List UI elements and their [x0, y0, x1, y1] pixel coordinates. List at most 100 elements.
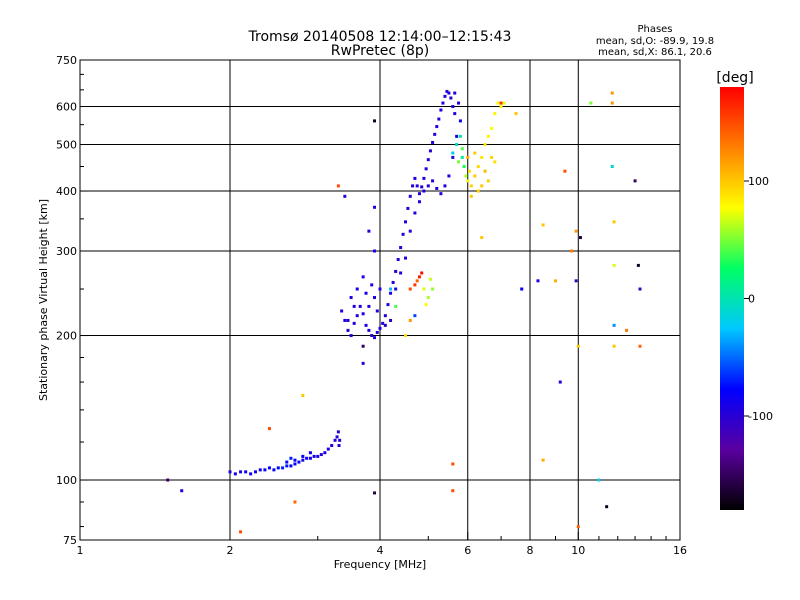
- y-tick-label: 200: [56, 330, 77, 343]
- data-point: [364, 291, 368, 295]
- data-point: [453, 112, 457, 116]
- data-point: [441, 101, 445, 105]
- data-point: [473, 151, 477, 155]
- stats-line-o: mean, sd,O: -89.9, 19.8: [596, 36, 714, 47]
- data-point: [389, 291, 393, 295]
- data-point: [612, 220, 616, 224]
- data-point: [451, 151, 455, 155]
- stats-line-x: mean, sd,X: 86.1, 20.6: [598, 47, 712, 58]
- data-point: [336, 184, 340, 188]
- data-point: [293, 462, 297, 466]
- data-point: [343, 318, 347, 322]
- data-point: [326, 447, 330, 451]
- data-point: [610, 101, 614, 105]
- data-point: [263, 468, 267, 472]
- data-point: [453, 91, 457, 95]
- data-point: [576, 525, 580, 529]
- x-tick-label: 8: [527, 544, 534, 557]
- data-point: [610, 91, 614, 95]
- x-tick-label: 2: [227, 544, 234, 557]
- y-tick-label: 600: [56, 101, 77, 114]
- data-point: [469, 194, 473, 198]
- data-point: [297, 460, 301, 464]
- data-point: [633, 179, 637, 183]
- data-point: [180, 489, 184, 493]
- grid-lines: [80, 60, 680, 540]
- x-tick-label: 16: [673, 544, 687, 557]
- data-point: [558, 380, 562, 384]
- data-point: [574, 279, 578, 283]
- data-point: [413, 211, 417, 215]
- data-point: [612, 323, 616, 327]
- data-point: [403, 334, 407, 338]
- data-point: [464, 174, 468, 178]
- data-point: [408, 194, 412, 198]
- data-point: [451, 462, 455, 466]
- data-point: [499, 101, 503, 105]
- colorbar-tick-label: 100: [748, 175, 769, 188]
- data-point: [480, 184, 484, 188]
- data-point: [422, 287, 426, 291]
- data-point: [426, 296, 430, 300]
- data-point: [401, 232, 405, 236]
- data-point: [373, 491, 377, 495]
- data-point: [383, 323, 387, 327]
- data-point: [228, 470, 232, 474]
- y-axis: 75 100 200 300 400 500 600 750: [56, 54, 88, 547]
- data-point: [239, 470, 243, 474]
- chart-subtitle: RwPretec (8p): [331, 43, 429, 59]
- data-point: [493, 112, 497, 116]
- data-point: [361, 312, 365, 316]
- data-point: [381, 321, 385, 325]
- data-point: [389, 287, 393, 291]
- data-point: [424, 167, 428, 171]
- data-point: [563, 169, 567, 173]
- data-point: [610, 164, 614, 168]
- data-point: [373, 249, 377, 253]
- data-point: [367, 229, 371, 233]
- y-tick-label: 750: [56, 54, 77, 67]
- data-point: [399, 246, 403, 250]
- colorbar-tick-label: 0: [748, 293, 755, 306]
- y-tick-label: 400: [56, 185, 77, 198]
- data-point: [403, 220, 407, 224]
- data-point: [316, 454, 320, 458]
- data-point: [308, 456, 312, 460]
- data-point: [289, 464, 293, 468]
- data-point: [486, 134, 490, 138]
- data-point: [373, 336, 377, 340]
- data-point: [541, 458, 545, 462]
- data-point: [408, 318, 412, 322]
- y-tick-label: 100: [56, 474, 77, 487]
- x-tick-label: 10: [571, 544, 585, 557]
- data-point: [272, 468, 276, 472]
- data-point: [340, 309, 344, 313]
- data-point: [370, 283, 374, 287]
- data-point: [323, 451, 327, 455]
- data-point: [378, 287, 382, 291]
- data-point: [346, 318, 350, 322]
- data-point: [355, 314, 359, 318]
- x-axis: 1 2 4 6 8 10 16: [77, 532, 687, 557]
- colorbar-tick-label: -100: [748, 410, 773, 423]
- data-point: [536, 279, 540, 283]
- data-point: [483, 169, 487, 173]
- data-point: [451, 105, 455, 109]
- data-point: [276, 466, 280, 470]
- data-point: [460, 155, 464, 159]
- data-point: [244, 470, 248, 474]
- data-point: [420, 185, 424, 189]
- data-point: [638, 344, 642, 348]
- data-point: [636, 263, 640, 267]
- data-point: [486, 179, 490, 183]
- colorbar-gradient: [720, 87, 744, 510]
- x-tick-label: 1: [77, 544, 84, 557]
- data-point: [389, 318, 393, 322]
- data-point: [403, 256, 407, 260]
- data-point: [433, 132, 437, 136]
- data-point: [330, 444, 334, 448]
- data-point: [476, 164, 480, 168]
- data-point: [373, 119, 377, 123]
- data-point: [166, 478, 170, 482]
- data-point: [417, 192, 421, 196]
